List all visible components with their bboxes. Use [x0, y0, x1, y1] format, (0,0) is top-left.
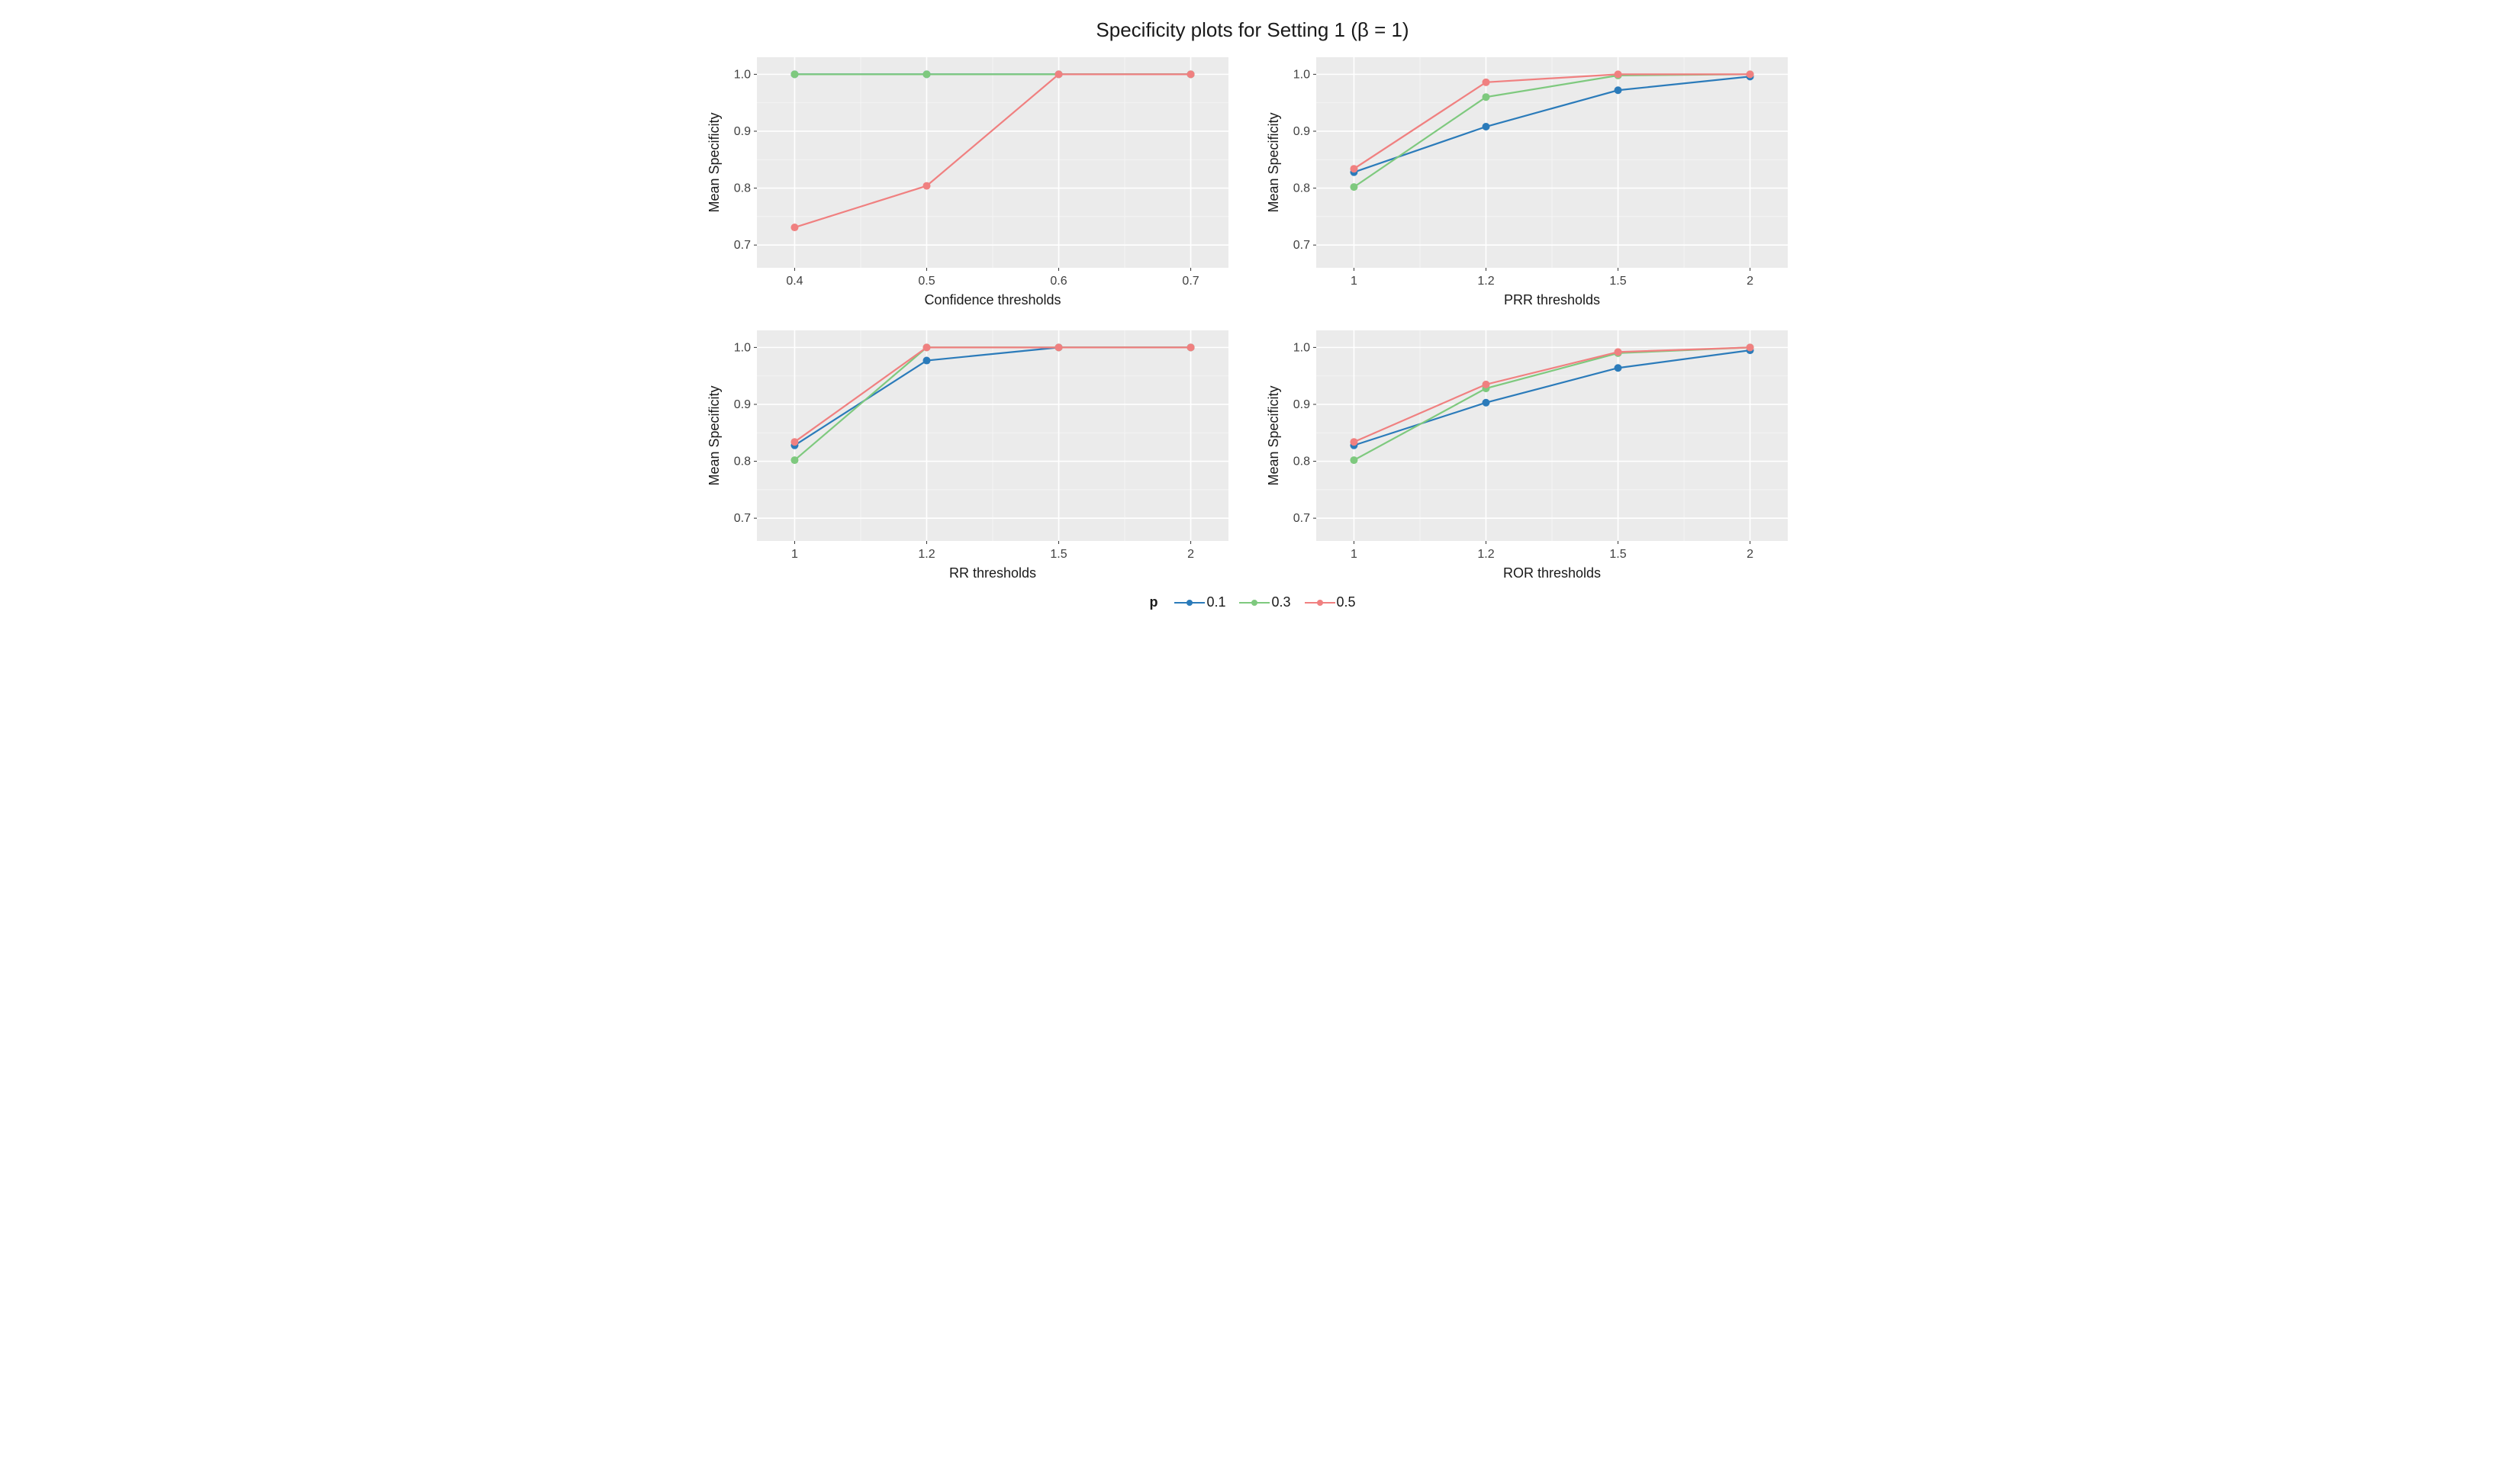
- series-point-0.1: [1614, 364, 1621, 372]
- y-tick-label: 1.0: [733, 341, 750, 354]
- series-point-0.3: [790, 70, 798, 78]
- chart-prr: 0.7 0.8 0.9 1.0 1 1.2 1.5 2 Mean Specificity PRR …: [1263, 51, 1797, 311]
- x-axis-label: PRR thresholds: [1503, 292, 1599, 307]
- x-tick-label: 1: [1350, 548, 1357, 561]
- series-point-0.1: [922, 357, 930, 365]
- y-tick-label: 1.0: [1293, 68, 1309, 81]
- legend-item-0.1: 0.1: [1174, 594, 1225, 610]
- y-axis-label: Mean Specificity: [1266, 385, 1281, 485]
- series-point-0.5: [1746, 343, 1753, 351]
- series-point-0.3: [1350, 456, 1357, 464]
- y-axis-label: Mean Specificity: [707, 112, 722, 212]
- series-point-0.5: [1350, 438, 1357, 446]
- x-tick-label: 0.6: [1050, 275, 1067, 288]
- panel-rr: 0.7 0.8 0.9 1.0 1 1.2 1.5 2 Mean Specificity RR t…: [704, 324, 1243, 584]
- x-tick-label: 1: [1350, 275, 1357, 288]
- series-point-0.3: [1482, 93, 1489, 101]
- x-tick-label: 1.5: [1609, 275, 1626, 288]
- panel-ror: 0.7 0.8 0.9 1.0 1 1.2 1.5 2 Mean Specificity ROR …: [1263, 324, 1802, 584]
- legend-item-0.5: 0.5: [1305, 594, 1356, 610]
- x-tick-label: 1: [790, 548, 797, 561]
- x-tick-label: 1.2: [1477, 275, 1494, 288]
- y-tick-label: 0.8: [1293, 182, 1309, 195]
- panel-grid: 0.7 0.8 0.9 1.0 0.4 0.5 0.6 0.7 Mean Specificity…: [704, 51, 1802, 584]
- y-tick-label: 0.9: [1293, 125, 1309, 138]
- series-point-0.5: [1614, 348, 1621, 356]
- x-tick-label: 2: [1747, 548, 1753, 561]
- x-axis-label: RR thresholds: [948, 565, 1035, 581]
- legend-swatch: [1239, 596, 1270, 610]
- series-point-0.5: [790, 438, 798, 446]
- figure: Specificity plots for Setting 1 (β = 1) …: [704, 18, 1802, 610]
- y-tick-label: 0.7: [1293, 512, 1309, 525]
- x-tick-label: 1.5: [1050, 548, 1067, 561]
- chart-rr: 0.7 0.8 0.9 1.0 1 1.2 1.5 2 Mean Specificity RR t…: [704, 324, 1238, 584]
- x-tick-label: 0.7: [1182, 275, 1199, 288]
- x-axis-label: ROR thresholds: [1502, 565, 1600, 581]
- series-point-0.5: [1350, 165, 1357, 172]
- y-tick-label: 1.0: [733, 68, 750, 81]
- series-point-0.5: [1614, 70, 1621, 78]
- series-point-0.5: [922, 182, 930, 190]
- panel-confidence: 0.7 0.8 0.9 1.0 0.4 0.5 0.6 0.7 Mean Specificity…: [704, 51, 1243, 311]
- chart-confidence: 0.7 0.8 0.9 1.0 0.4 0.5 0.6 0.7 Mean Specificity…: [704, 51, 1238, 311]
- legend-label: 0.1: [1206, 594, 1225, 610]
- series-point-0.5: [1746, 70, 1753, 78]
- y-tick-label: 0.9: [1293, 398, 1309, 411]
- series-point-0.5: [1482, 381, 1489, 388]
- legend-label: 0.5: [1337, 594, 1356, 610]
- series-point-0.3: [790, 456, 798, 464]
- y-axis-label: Mean Specificity: [707, 385, 722, 485]
- series-point-0.5: [1054, 70, 1062, 78]
- series-point-0.1: [1482, 123, 1489, 130]
- panel-prr: 0.7 0.8 0.9 1.0 1 1.2 1.5 2 Mean Specificity PRR …: [1263, 51, 1802, 311]
- series-point-0.1: [1614, 86, 1621, 94]
- chart-ror: 0.7 0.8 0.9 1.0 1 1.2 1.5 2 Mean Specificity ROR …: [1263, 324, 1797, 584]
- y-tick-label: 0.8: [733, 182, 750, 195]
- legend-item-0.3: 0.3: [1239, 594, 1290, 610]
- figure-title: Specificity plots for Setting 1 (β = 1): [704, 18, 1802, 42]
- x-tick-label: 1.2: [918, 548, 935, 561]
- series-point-0.1: [1482, 399, 1489, 407]
- y-tick-label: 0.7: [733, 239, 750, 252]
- y-tick-label: 0.7: [1293, 239, 1309, 252]
- x-tick-label: 1.5: [1609, 548, 1626, 561]
- x-tick-label: 0.4: [786, 275, 803, 288]
- series-point-0.5: [1482, 79, 1489, 86]
- y-tick-label: 0.7: [733, 512, 750, 525]
- y-axis-label: Mean Specificity: [1266, 112, 1281, 212]
- y-tick-label: 0.8: [1293, 456, 1309, 468]
- series-point-0.3: [922, 70, 930, 78]
- series-point-0.5: [790, 224, 798, 231]
- series-point-0.3: [1350, 183, 1357, 191]
- x-tick-label: 2: [1187, 548, 1194, 561]
- x-tick-label: 2: [1747, 275, 1753, 288]
- legend-label: 0.3: [1271, 594, 1290, 610]
- x-axis-label: Confidence thresholds: [924, 292, 1061, 307]
- y-tick-label: 0.8: [733, 456, 750, 468]
- legend: p 0.1 0.3 0.5: [704, 594, 1802, 610]
- y-tick-label: 0.9: [733, 125, 750, 138]
- series-point-0.5: [1054, 343, 1062, 351]
- series-point-0.5: [1186, 70, 1194, 78]
- y-tick-label: 0.9: [733, 398, 750, 411]
- legend-title: p: [1149, 594, 1158, 610]
- legend-swatch: [1174, 596, 1205, 610]
- series-point-0.5: [1186, 343, 1194, 351]
- legend-swatch: [1305, 596, 1335, 610]
- y-tick-label: 1.0: [1293, 341, 1309, 354]
- x-tick-label: 0.5: [918, 275, 935, 288]
- series-point-0.5: [922, 343, 930, 351]
- x-tick-label: 1.2: [1477, 548, 1494, 561]
